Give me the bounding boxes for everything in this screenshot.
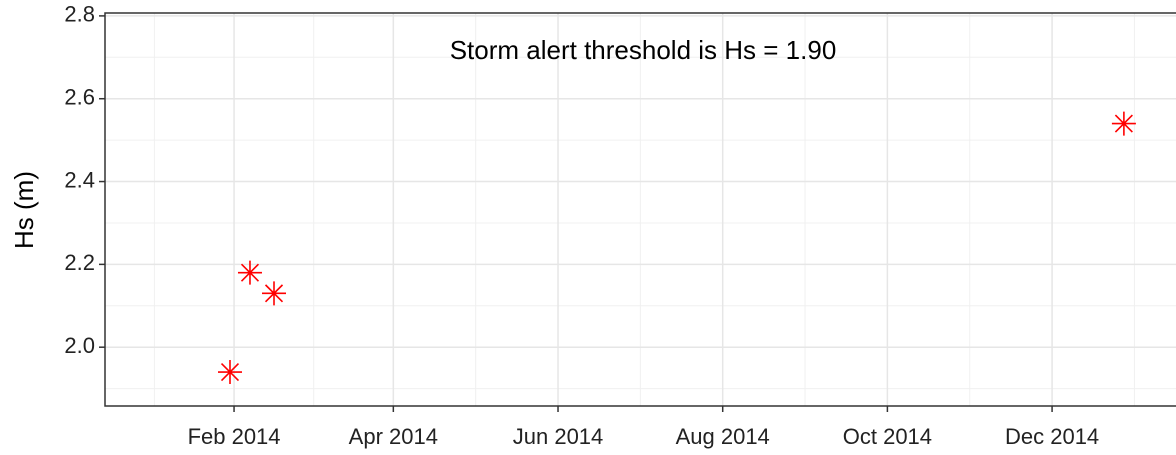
x-tick-label: Feb 2014 [188,424,281,449]
x-tick-label: Jun 2014 [513,424,604,449]
y-tick-label: 2.4 [64,167,95,192]
panel-border [104,12,1176,407]
y-tick-label: 2.8 [64,2,95,27]
data-point [217,360,242,385]
x-tick-label: Aug 2014 [676,424,770,449]
data-point [262,281,287,306]
y-tick-label: 2.0 [64,333,95,358]
x-tick-label: Oct 2014 [843,424,932,449]
data-point [1111,111,1136,136]
x-tick-label: Apr 2014 [349,424,438,449]
data-point [237,260,262,285]
y-axis-label: Hs (m) [9,171,39,249]
x-tick-label: Dec 2014 [1005,424,1099,449]
y-tick-label: 2.6 [64,85,95,110]
annotation: Storm alert threshold is Hs = 1.90 [450,35,837,65]
y-tick-label: 2.2 [64,250,95,275]
grid-layer [105,13,1176,406]
